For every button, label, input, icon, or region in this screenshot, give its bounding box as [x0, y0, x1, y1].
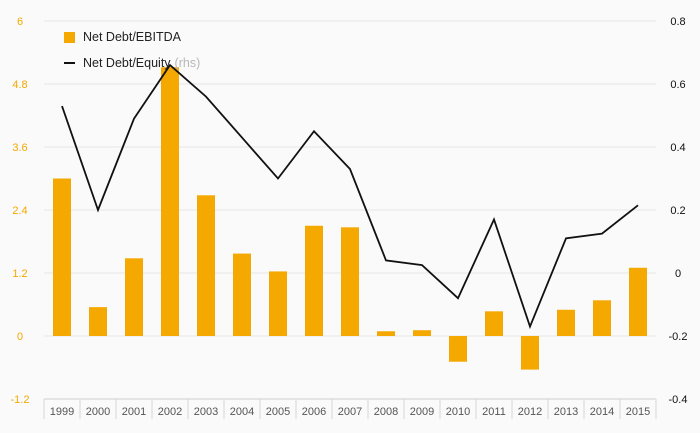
y-left-tick-label: -1.2: [11, 394, 30, 406]
y-right-tick-label: -0.4: [669, 394, 688, 406]
y-right-tick-label: 0.6: [670, 79, 685, 91]
y-left-tick-label: 6: [17, 16, 23, 28]
bar: [521, 336, 539, 370]
x-tick-label: 2002: [158, 406, 182, 418]
bar: [485, 311, 503, 336]
y-left-tick-label: 3.6: [12, 142, 27, 154]
bar: [341, 227, 359, 336]
x-tick-label: 2015: [626, 406, 650, 418]
legend-line-label: Net Debt/Equity: [83, 56, 171, 70]
bar: [593, 300, 611, 336]
x-tick-label: 2014: [590, 406, 614, 418]
x-tick-label: 1999: [50, 406, 74, 418]
x-tick-label: 2011: [482, 406, 506, 418]
y-right-tick-label: -0.2: [669, 331, 688, 343]
y-left-tick-label: 0: [17, 331, 23, 343]
bar: [629, 267, 647, 336]
y-right-tick-label: 0.8: [670, 16, 685, 28]
legend-line-suffix: (rhs): [174, 56, 201, 70]
x-tick-label: 2008: [374, 406, 398, 418]
bar: [449, 336, 467, 362]
series-line: [61, 63, 639, 330]
x-tick-label: 2006: [302, 406, 326, 418]
y-left-tick-label: 2.4: [12, 205, 27, 217]
x-tick-label: 2010: [446, 406, 470, 418]
x-tick-label: 2005: [266, 406, 290, 418]
bar: [89, 307, 107, 336]
bar: [53, 178, 71, 336]
bar: [377, 331, 395, 336]
legend: Net Debt/EBITDA Net Debt/Equity (rhs): [64, 27, 200, 79]
legend-bar-label: Net Debt/EBITDA: [83, 30, 181, 44]
bar: [557, 309, 575, 336]
legend-item-bars: Net Debt/EBITDA: [64, 27, 200, 47]
x-tick-label: 2004: [230, 406, 254, 418]
bar: [197, 195, 215, 336]
bar-series: [53, 67, 647, 370]
x-tick-label: 2000: [86, 406, 110, 418]
y-right-tick-label: 0.4: [670, 142, 685, 154]
x-tick-label: 2012: [518, 406, 542, 418]
legend-line-swatch: [64, 62, 75, 64]
bar: [125, 258, 143, 336]
bar: [305, 225, 323, 336]
x-tick-label: 2007: [338, 406, 362, 418]
bar: [269, 271, 287, 336]
x-tick-label: 2001: [122, 406, 146, 418]
axes: -1.2 0 1.2 2.4 3.6 4.8 6 -0.4 -0.2 0 0.2 0.4 0.6 0.8 1…: [11, 16, 688, 419]
y-right-tick-label: 0.2: [670, 205, 685, 217]
x-tick-label: 2013: [554, 406, 578, 418]
bar: [413, 330, 431, 336]
bar: [233, 253, 251, 336]
legend-item-line: Net Debt/Equity (rhs): [64, 53, 200, 73]
x-tick-label: 2009: [410, 406, 434, 418]
y-left-tick-label: 4.8: [12, 79, 27, 91]
bar: [161, 67, 179, 336]
legend-bar-swatch: [64, 31, 75, 43]
x-tick-label: 2003: [194, 406, 218, 418]
grid-lines: [44, 20, 656, 337]
y-left-tick-label: 1.2: [12, 268, 27, 280]
line-series: [61, 63, 639, 330]
y-right-tick-label: 0: [675, 268, 681, 280]
